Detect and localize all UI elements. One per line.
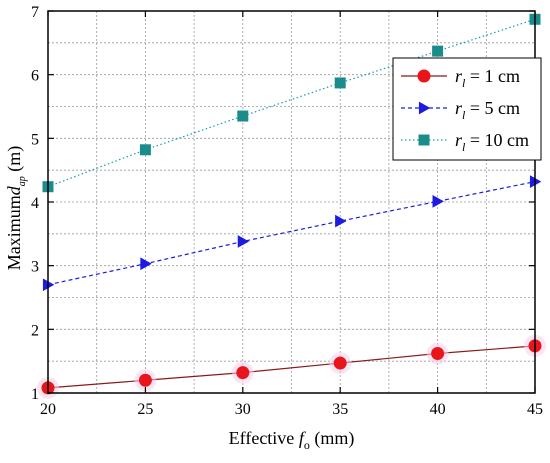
x-tick-label: 40 [430, 401, 446, 418]
x-axis-label: Effective fo (mm) [229, 428, 355, 452]
legend-marker [417, 69, 431, 83]
y-axis-label: Maximumdap (m) [4, 146, 28, 271]
data-point [431, 347, 445, 361]
data-point [140, 257, 152, 271]
data-point [333, 356, 347, 370]
legend: rl = 1 cm rl = 5 cm rl = 10 cm [392, 57, 542, 161]
legend-entry: rl = 1 cm [401, 66, 520, 90]
x-tick-label: 45 [527, 401, 543, 418]
legend-marker [418, 101, 431, 115]
data-point [334, 77, 346, 89]
legend-label: rl = 10 cm [455, 130, 529, 154]
legend-marker [418, 134, 430, 146]
data-point [432, 45, 444, 57]
series-line [47, 345, 536, 389]
y-tick-label: 7 [31, 4, 39, 21]
y-tick-label: 5 [31, 131, 39, 148]
data-point [237, 235, 250, 248]
data-point [237, 110, 249, 122]
legend-label: rl = 5 cm [455, 98, 520, 122]
data-point [139, 144, 151, 156]
x-tick-label: 30 [235, 401, 251, 418]
series-1 [42, 175, 542, 292]
x-tick-label: 20 [40, 401, 56, 418]
data-point [236, 366, 250, 380]
data-point [335, 214, 347, 228]
data-point [138, 373, 152, 387]
series-line [47, 181, 536, 286]
legend-entry: rl = 5 cm [401, 98, 520, 122]
x-tick-label: 25 [137, 401, 153, 418]
y-tick-label: 4 [31, 195, 39, 212]
x-tick-label: 35 [332, 401, 348, 418]
y-tick-label: 1 [31, 386, 39, 403]
y-tick-label: 2 [31, 322, 39, 339]
y-tick-label: 6 [31, 68, 39, 85]
legend-entries: rl = 1 cm rl = 5 cm rl = 10 cm [401, 66, 529, 154]
legend-entry: rl = 10 cm [401, 130, 529, 154]
legend-label: rl = 1 cm [455, 66, 520, 90]
y-tick-label: 3 [31, 259, 39, 276]
data-point [432, 195, 444, 208]
